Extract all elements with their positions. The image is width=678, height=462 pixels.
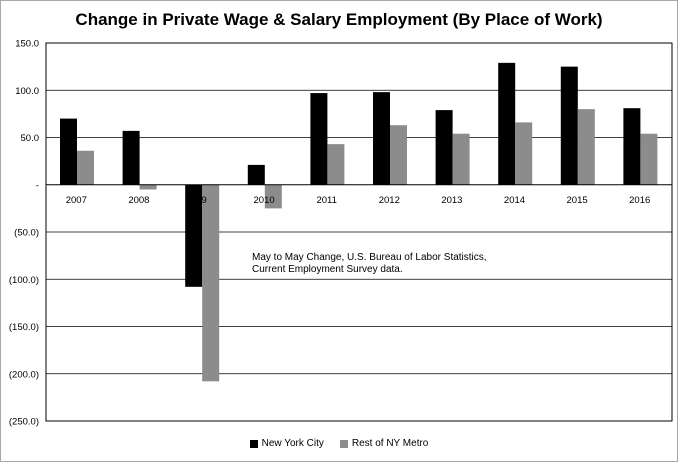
legend-item: Rest of NY Metro xyxy=(339,438,429,449)
x-tick-label: 2008 xyxy=(128,195,149,206)
bar-new-york-city-2016 xyxy=(623,108,641,185)
legend: New York City Rest of NY Metro xyxy=(1,438,677,449)
chart-annotation: May to May Change, U.S. Bureau of Labor … xyxy=(252,252,487,263)
y-tick-label: (100.0) xyxy=(9,275,39,286)
bar-new-york-city-2013 xyxy=(435,110,453,185)
bar-rest-of-ny-metro-2010 xyxy=(264,184,282,209)
bar-rest-of-ny-metro-2014 xyxy=(515,122,533,185)
y-tick-label: (250.0) xyxy=(9,417,39,428)
bar-new-york-city-2015 xyxy=(560,66,578,185)
x-tick-label: 2011 xyxy=(316,195,336,206)
legend-item: New York City xyxy=(249,438,324,449)
y-tick-label: (200.0) xyxy=(9,369,39,380)
bar-rest-of-ny-metro-2015 xyxy=(577,109,595,185)
legend-label: Rest of NY Metro xyxy=(351,438,429,449)
legend-label: New York City xyxy=(261,438,324,449)
x-tick-label: 2007 xyxy=(66,195,87,206)
bar-new-york-city-2007 xyxy=(60,118,77,185)
legend-swatch xyxy=(249,439,258,448)
x-tick-label: 2015 xyxy=(567,195,588,206)
x-tick-label: 2010 xyxy=(254,195,275,206)
y-tick-label: 50.0 xyxy=(21,133,40,144)
y-tick-label: 150.0 xyxy=(15,39,39,50)
x-tick-label: 2016 xyxy=(629,195,650,206)
x-tick-label: 09 xyxy=(196,195,207,206)
chart-annotation: Current Employment Survey data. xyxy=(252,264,403,275)
x-tick-label: 2014 xyxy=(504,195,525,206)
bar-new-york-city-2014 xyxy=(498,62,516,185)
bar-new-york-city-2010 xyxy=(247,164,265,185)
bar-rest-of-ny-metro-09 xyxy=(202,184,220,382)
bar-rest-of-ny-metro-2008 xyxy=(139,184,157,190)
bar-rest-of-ny-metro-2013 xyxy=(452,133,470,185)
bar-rest-of-ny-metro-2007 xyxy=(77,150,94,185)
chart-title: Change in Private Wage & Salary Employme… xyxy=(75,10,603,29)
x-tick-label: 2013 xyxy=(441,195,462,206)
bar-rest-of-ny-metro-2016 xyxy=(640,133,658,185)
bar-new-york-city-2012 xyxy=(373,92,390,185)
x-tick-label: 2012 xyxy=(379,195,400,206)
bar-new-york-city-2011 xyxy=(310,93,328,185)
legend-swatch xyxy=(339,439,348,448)
bar-rest-of-ny-metro-2012 xyxy=(390,125,407,185)
bar-rest-of-ny-metro-2011 xyxy=(327,144,345,185)
bar-new-york-city-09 xyxy=(185,184,203,287)
y-tick-label: (150.0) xyxy=(9,322,39,333)
y-tick-label: (50.0) xyxy=(14,228,39,239)
y-tick-label: 100.0 xyxy=(15,86,39,97)
bar-new-york-city-2008 xyxy=(122,130,140,185)
y-tick-label: - xyxy=(36,180,39,191)
